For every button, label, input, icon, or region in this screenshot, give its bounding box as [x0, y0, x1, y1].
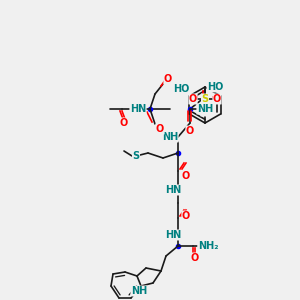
- Text: O: O: [189, 94, 197, 104]
- Text: HN: HN: [130, 104, 146, 114]
- Text: O: O: [156, 124, 164, 134]
- Text: O: O: [182, 171, 190, 181]
- Text: HN: HN: [165, 185, 181, 195]
- Text: NH: NH: [131, 286, 147, 296]
- Text: HN: HN: [165, 230, 181, 240]
- Text: HO: HO: [173, 84, 189, 94]
- Text: O: O: [191, 253, 199, 263]
- Text: O: O: [164, 74, 172, 84]
- Text: O: O: [182, 211, 190, 221]
- Text: O: O: [186, 126, 194, 136]
- Text: NH: NH: [162, 132, 178, 142]
- Text: NH: NH: [197, 104, 213, 114]
- Text: NH₂: NH₂: [198, 241, 218, 251]
- Text: S: S: [132, 151, 140, 161]
- Text: O: O: [120, 118, 128, 128]
- Text: S: S: [201, 94, 208, 104]
- Text: HO: HO: [207, 82, 224, 92]
- Text: O: O: [201, 106, 209, 116]
- Text: O: O: [213, 94, 221, 104]
